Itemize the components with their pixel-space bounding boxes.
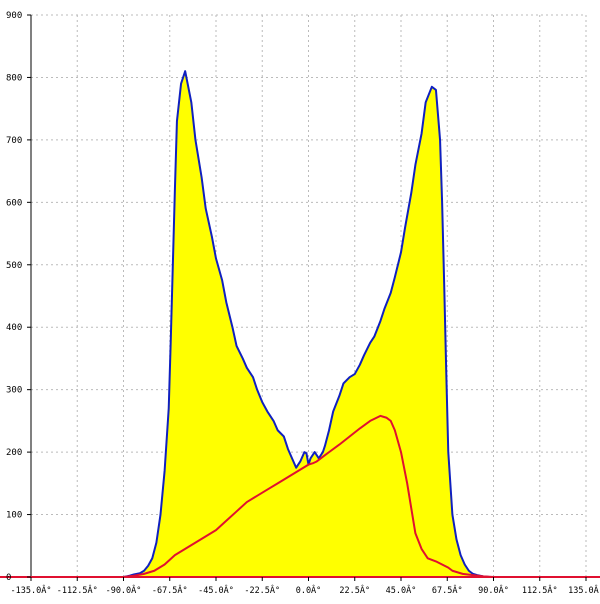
y-tick-label: 400 — [6, 323, 22, 333]
y-tick-label: 500 — [6, 261, 22, 271]
y-tick-label: 0 — [6, 573, 11, 583]
y-tick-label: 700 — [6, 136, 22, 146]
x-tick-label: 22.5Â° — [339, 584, 370, 596]
x-tick-label: 0.0Â° — [296, 584, 322, 596]
y-tick-label: 100 — [6, 511, 22, 521]
x-tick-label: -22.5Â° — [244, 584, 280, 596]
x-tick-label: 45.0Â° — [386, 584, 417, 596]
x-tick-label: -112.5Â° — [57, 584, 98, 596]
y-tick-label: 900 — [6, 11, 22, 21]
x-tick-label: 90.0Â° — [478, 584, 509, 596]
x-tick-label: 67.5Â° — [432, 584, 463, 596]
series-2-line — [31, 414, 586, 578]
x-tick-label: 112.5Â° — [522, 584, 558, 596]
x-tick-labels: -135.0Â° -112.5Â° -90.0Â° -67.5Â° -45.0Â° -22… — [11, 577, 600, 596]
y-tick-label: 800 — [6, 73, 22, 83]
series-1-outline — [31, 70, 586, 578]
y-tick-label: 300 — [6, 386, 22, 396]
y-tick-labels: 0 100 200 300 400 500 600 700 800 900 — [6, 11, 31, 583]
series-1-area-fill — [31, 71, 586, 577]
axes — [0, 15, 600, 578]
x-tick-label: -67.5Â° — [152, 584, 188, 596]
x-tick-label: -135.0Â° — [11, 584, 52, 596]
filled-area-layer — [31, 70, 586, 578]
secondary-line-layer — [31, 414, 586, 578]
y-tick-label: 200 — [6, 448, 22, 458]
x-tick-label: -45.0Â° — [198, 584, 234, 596]
x-tick-label: -90.0Â° — [106, 584, 142, 596]
y-tick-label: 600 — [6, 198, 22, 208]
x-tick-label: 135.0Â° — [568, 584, 600, 596]
